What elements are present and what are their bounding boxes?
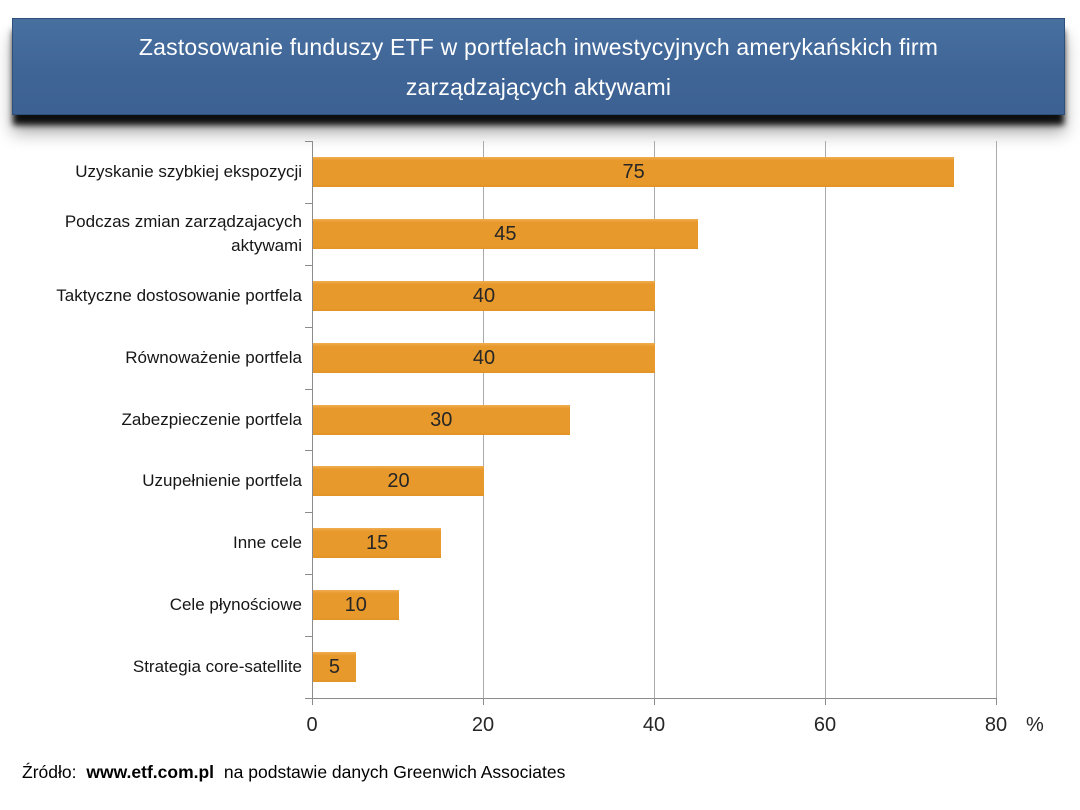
category-label: Zabezpieczenie portfela	[121, 409, 302, 429]
category-label: Taktyczne dostosowanie portfela	[56, 285, 302, 305]
bar-value-label: 20	[387, 470, 410, 493]
bar: 30	[313, 404, 570, 435]
category-axis-tick	[305, 636, 312, 638]
bar-value-label: 45	[494, 222, 517, 245]
x-axis-tick	[996, 698, 997, 705]
category-axis-tick	[305, 264, 312, 266]
bar: 20	[313, 466, 484, 497]
x-tick-label: 60	[813, 714, 837, 736]
category-axis-tick	[305, 450, 312, 452]
x-tick-label: 0	[306, 714, 318, 736]
source-prefix: Źródło:	[22, 762, 77, 782]
category-label: Inne cele	[233, 533, 302, 553]
bar-value-label: 15	[366, 532, 389, 555]
bar-value-label: 40	[472, 284, 496, 307]
bar-value-label: 10	[344, 594, 367, 617]
chart-title: Zastosowanie funduszy ETF w portfelach i…	[138, 33, 939, 100]
category-axis-tick	[305, 202, 312, 204]
category-axis-tick	[305, 388, 312, 390]
x-axis-tick	[654, 698, 655, 705]
gridline	[654, 141, 655, 698]
bar: 15	[313, 528, 442, 559]
source-suffix: na podstawie danych Greenwich Associates	[223, 762, 566, 782]
bar: 40	[313, 280, 655, 311]
gridline	[996, 141, 997, 698]
category-axis-tick	[305, 326, 312, 328]
bar-value-label: 30	[430, 408, 453, 431]
category-axis-tick	[305, 574, 312, 576]
bar-value-label: 5	[328, 656, 340, 679]
source-website: www.etf.com.pl	[86, 762, 215, 782]
bar-value-label: 75	[622, 160, 645, 183]
x-tick-label: 80	[984, 714, 1008, 736]
bar: 10	[313, 590, 399, 621]
x-tick-label: 20	[471, 714, 495, 736]
category-label: Cele płynościowe	[169, 595, 302, 615]
category-axis-tick	[305, 512, 312, 514]
chart-title-banner: Zastosowanie funduszy ETF w portfelach i…	[12, 18, 1065, 115]
bar-value-label: 40	[472, 346, 496, 369]
source-line: Źródło: www.etf.com.pl na podstawie dany…	[22, 762, 565, 783]
category-label: Uzyskanie szybkiej ekspozycji	[75, 161, 302, 181]
x-axis-tick	[825, 698, 826, 705]
x-axis-unit-label: %	[1026, 714, 1044, 736]
category-label: Podczas zmian zarządzajacych aktywami	[64, 211, 302, 255]
category-label: Równoważenie portfela	[125, 347, 302, 367]
x-axis-tick	[483, 698, 484, 705]
x-tick-label: 40	[642, 714, 666, 736]
value-axis-line	[312, 698, 997, 699]
bar: 75	[313, 156, 955, 187]
category-label: Strategia core-satellite	[132, 657, 302, 677]
x-axis-tick	[312, 698, 313, 705]
category-axis-tick	[305, 141, 312, 142]
bar: 5	[313, 652, 356, 683]
bar: 40	[313, 342, 655, 373]
bar: 45	[313, 218, 698, 249]
category-axis-line	[312, 141, 313, 698]
category-axis-tick	[305, 698, 312, 699]
gridline	[825, 141, 826, 698]
category-label: Uzupełnienie portfela	[142, 471, 302, 491]
